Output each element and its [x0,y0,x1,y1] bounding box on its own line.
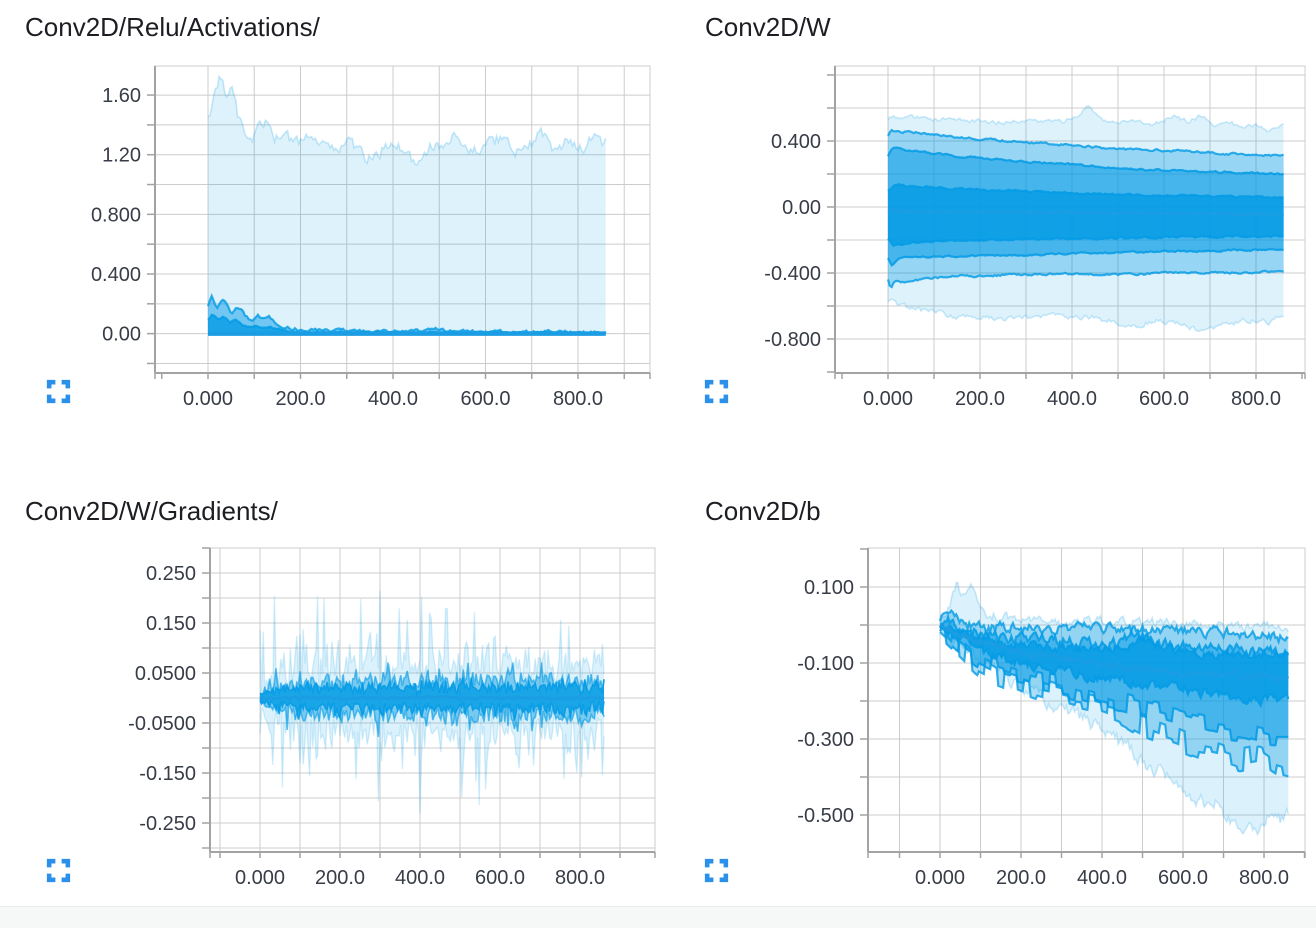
svg-text:-0.100: -0.100 [797,653,854,675]
svg-text:400.0: 400.0 [1077,867,1127,889]
svg-text:600.0: 600.0 [1139,388,1189,410]
chart-title: Conv2D/W/Gradients/ [25,496,278,526]
svg-text:600.0: 600.0 [475,867,525,889]
svg-text:0.100: 0.100 [804,577,854,599]
fullscreen-icon [704,858,729,883]
distribution-chart[interactable]: 0.400 0.00 -0.400 -0.800 0.000 200.0 400.0 600.… [658,0,1316,464]
expand-chart-button[interactable] [45,857,72,884]
svg-text:-0.0500: -0.0500 [128,713,196,735]
svg-text:0.00: 0.00 [782,197,821,219]
svg-text:200.0: 200.0 [996,867,1046,889]
distribution-chart[interactable]: 0.250 0.150 0.0500 -0.0500 -0.150 -0.250 0.000… [0,464,658,928]
svg-text:400.0: 400.0 [395,867,445,889]
chart-panel-conv2d-b: 0.100 -0.100 -0.300 -0.500 0.000 200.0 400.0 60… [658,464,1316,928]
svg-text:0.150: 0.150 [146,613,196,635]
svg-text:400.0: 400.0 [368,388,418,410]
svg-text:200.0: 200.0 [955,388,1005,410]
svg-text:-0.800: -0.800 [764,329,821,351]
svg-text:600.0: 600.0 [460,388,510,410]
svg-text:800.0: 800.0 [1239,867,1289,889]
svg-text:0.000: 0.000 [863,388,913,410]
svg-text:0.000: 0.000 [915,867,965,889]
svg-text:1.60: 1.60 [102,85,141,107]
page-footer-strip [0,906,1316,928]
svg-text:800.0: 800.0 [553,388,603,410]
distribution-chart[interactable]: 1.60 1.20 0.800 0.400 0.00 0.000 200.0 400.0 600… [0,0,658,464]
svg-text:0.000: 0.000 [183,388,233,410]
expand-chart-button[interactable] [45,378,72,405]
svg-text:-0.400: -0.400 [764,263,821,285]
svg-text:800.0: 800.0 [1231,388,1281,410]
svg-text:-0.500: -0.500 [797,805,854,827]
expand-chart-button[interactable] [703,857,730,884]
svg-text:200.0: 200.0 [275,388,325,410]
distribution-chart[interactable]: 0.100 -0.100 -0.300 -0.500 0.000 200.0 400.0 60… [658,464,1316,928]
svg-text:0.000: 0.000 [235,867,285,889]
svg-text:-0.300: -0.300 [797,729,854,751]
chart-title: Conv2D/b [705,496,821,526]
svg-text:0.250: 0.250 [146,563,196,585]
svg-text:0.400: 0.400 [771,131,821,153]
fullscreen-icon [46,858,71,883]
svg-text:800.0: 800.0 [555,867,605,889]
svg-text:-0.150: -0.150 [139,763,196,785]
svg-text:400.0: 400.0 [1047,388,1097,410]
svg-text:0.0500: 0.0500 [135,663,196,685]
chart-title: Conv2D/Relu/Activations/ [25,12,320,42]
chart-panel-conv2d-w: 0.400 0.00 -0.400 -0.800 0.000 200.0 400.0 600.… [658,0,1316,464]
svg-text:1.20: 1.20 [102,145,141,167]
svg-text:0.800: 0.800 [91,204,141,226]
svg-text:600.0: 600.0 [1158,867,1208,889]
chart-title: Conv2D/W [705,12,831,42]
svg-text:0.400: 0.400 [91,264,141,286]
svg-text:0.00: 0.00 [102,324,141,346]
chart-panel-conv2d-w-gradients: 0.250 0.150 0.0500 -0.0500 -0.150 -0.250 0.000… [0,464,658,928]
fullscreen-icon [46,379,71,404]
fullscreen-icon [704,379,729,404]
expand-chart-button[interactable] [703,378,730,405]
svg-text:-0.250: -0.250 [139,813,196,835]
chart-panel-conv2d-relu-activations: 1.60 1.20 0.800 0.400 0.00 0.000 200.0 400.0 600… [0,0,658,464]
svg-text:200.0: 200.0 [315,867,365,889]
